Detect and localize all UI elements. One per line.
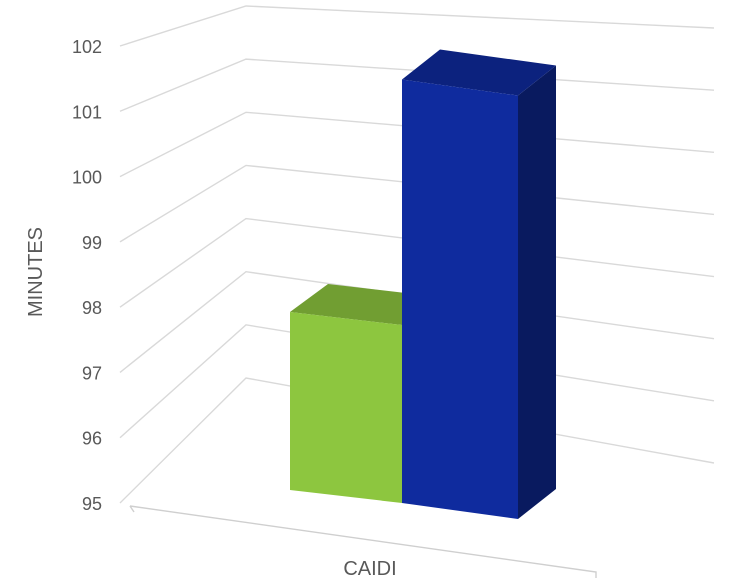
gridlines bbox=[119, 5, 715, 578]
y-tick-label: 95 bbox=[82, 494, 102, 514]
gridline bbox=[119, 111, 715, 178]
gridline bbox=[119, 270, 715, 373]
gridline bbox=[119, 217, 715, 308]
y-tick-label: 96 bbox=[82, 429, 102, 449]
y-tick-label: 97 bbox=[82, 363, 102, 383]
x-axis-baseline bbox=[129, 505, 597, 578]
x-category-label: CAIDI bbox=[343, 558, 396, 580]
bar-front-face bbox=[290, 312, 402, 503]
bars bbox=[290, 49, 556, 519]
gridline bbox=[119, 324, 715, 439]
bar-front-face bbox=[402, 79, 518, 519]
gridline bbox=[119, 164, 715, 243]
y-tick-label: 100 bbox=[72, 168, 102, 188]
bar-top-face bbox=[402, 49, 556, 96]
bar-2 bbox=[402, 49, 556, 519]
gridline bbox=[119, 5, 715, 47]
y-tick-labels: 95 96 97 98 99 100 101 102 bbox=[72, 37, 102, 514]
x-axis-tick bbox=[129, 505, 135, 513]
y-tick-label: 98 bbox=[82, 298, 102, 318]
y-tick-label: 102 bbox=[72, 37, 102, 57]
y-axis-title: MINUTES bbox=[25, 227, 47, 317]
y-tick-label: 101 bbox=[72, 102, 102, 122]
bar-side-face bbox=[518, 65, 556, 519]
y-tick-label: 99 bbox=[82, 233, 102, 253]
category-labels: CAIDI bbox=[343, 558, 396, 580]
gridline bbox=[119, 377, 715, 504]
gridline bbox=[119, 58, 715, 112]
